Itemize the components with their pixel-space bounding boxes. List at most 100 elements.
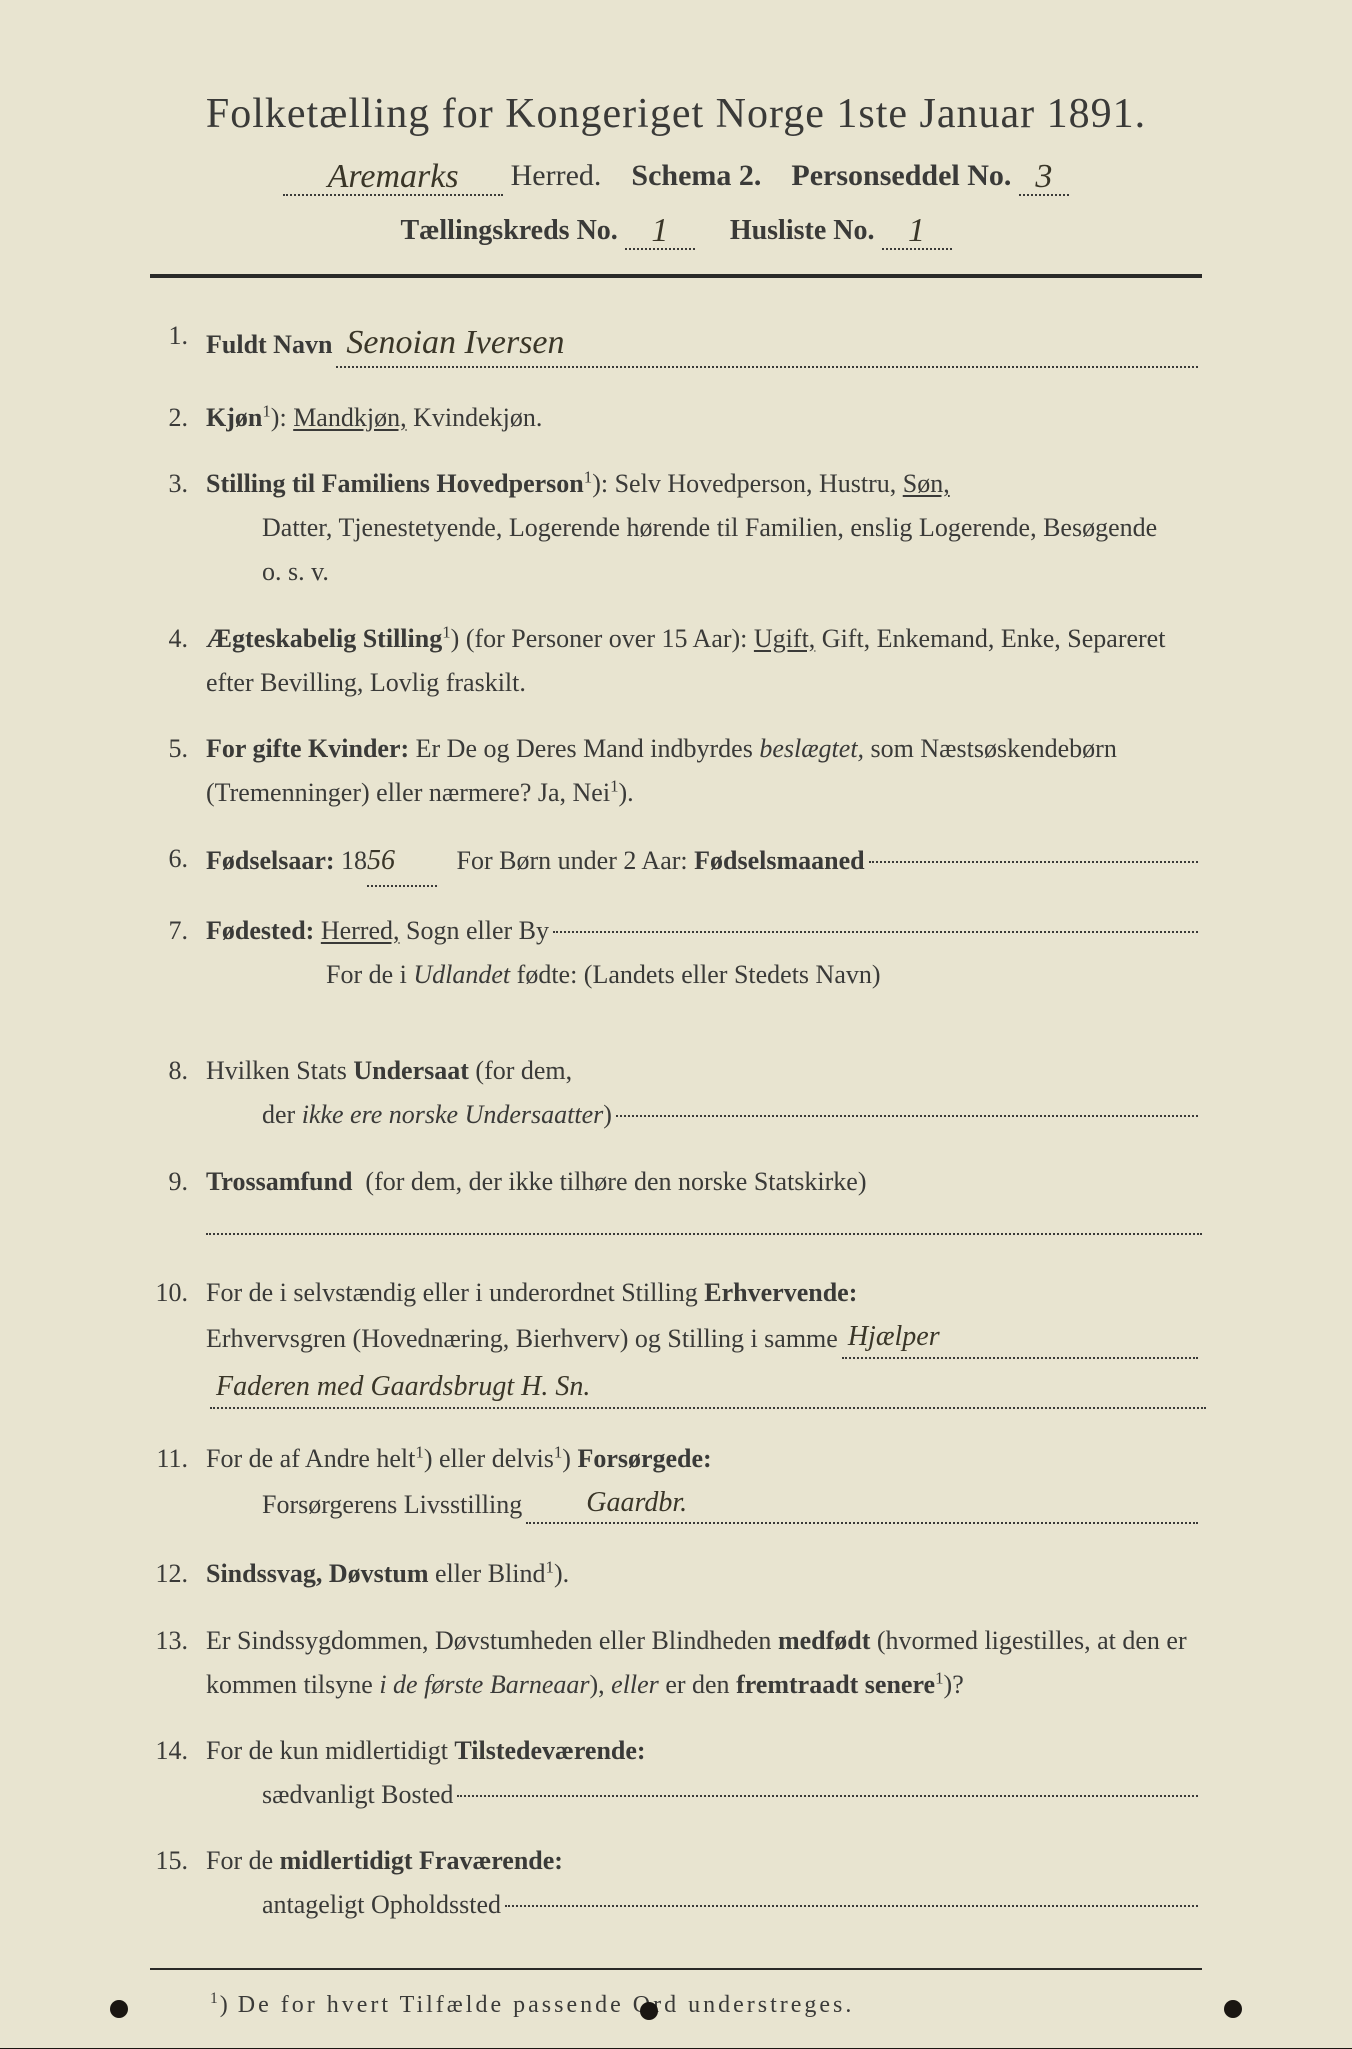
body-15: For de midlertidigt Fraværende: antageli… <box>206 1839 1202 1927</box>
num-14: 14. <box>150 1729 206 1817</box>
item-10: 10. For de i selvstændig eller i underor… <box>150 1271 1202 1414</box>
q13-sup: 1 <box>935 1668 943 1687</box>
punch-hole-left <box>110 2000 128 2018</box>
punch-hole-center <box>640 2002 658 2020</box>
husliste-field: 1 <box>882 210 952 250</box>
q6-dots <box>869 861 1198 863</box>
q1-label: Fuldt Navn <box>206 323 332 367</box>
q4-paren: (for Personer over 15 Aar): <box>466 624 748 653</box>
q13-text4: er den <box>665 1670 729 1699</box>
q9-dots <box>206 1204 1202 1235</box>
num-8: 8. <box>150 1049 206 1137</box>
kreds-field: 1 <box>625 210 695 250</box>
item-13: 13. Er Sindssygdommen, Døvstumheden elle… <box>150 1619 1202 1707</box>
q2-kvindekjon: Kvindekjøn. <box>413 403 542 432</box>
q13-bold2: fremtraadt senere <box>736 1670 935 1699</box>
q11-sup2: 1 <box>554 1442 562 1461</box>
husliste-value: 1 <box>908 212 925 249</box>
q5-text: Er De og Deres Mand indbyrdes <box>416 734 753 763</box>
header-line-2: Aremarks Herred. Schema 2. Personseddel … <box>150 156 1202 196</box>
num-7: 7. <box>150 909 206 997</box>
q7-dots <box>553 931 1198 933</box>
item-8: 8. Hvilken Stats Undersaat (for dem, der… <box>150 1049 1202 1137</box>
body-9: Trossamfund (for dem, der ikke tilhøre d… <box>206 1160 1202 1250</box>
q1-dots: Senoian Iversen <box>336 308 1198 368</box>
body-11: For de af Andre helt1) eller delvis1) Fo… <box>206 1437 1202 1531</box>
body-14: For de kun midlertidigt Tilstedeværende:… <box>206 1729 1202 1817</box>
item-6: 6. Fødselsaar: 1856 For Børn under 2 Aar… <box>150 837 1202 887</box>
q11-value: Gaardbr. <box>586 1487 687 1518</box>
num-2: 2. <box>150 396 206 440</box>
q4-label: Ægteskabelig Stilling <box>206 624 442 653</box>
body-8: Hvilken Stats Undersaat (for dem, der ik… <box>206 1049 1202 1137</box>
q14-bold: Tilstedeværende: <box>454 1736 645 1765</box>
item-15: 15. For de midlertidigt Fraværende: anta… <box>150 1839 1202 1927</box>
q10-text1: For de i selvstændig eller i underordnet… <box>206 1278 698 1307</box>
q1-value: Senoian Iversen <box>346 324 564 361</box>
q13-text1: Er Sindssygdommen, Døvstumheden eller Bl… <box>206 1626 771 1655</box>
q9-text: (for dem, der ikke tilhøre den norske St… <box>365 1167 866 1196</box>
q3-label: Stilling til Familiens Hovedperson <box>206 469 584 498</box>
q2-sup: 1 <box>262 401 270 420</box>
q3-sup: 1 <box>584 467 592 486</box>
num-13: 13. <box>150 1619 206 1707</box>
item-1: 1. Fuldt Navn Senoian Iversen <box>150 314 1202 374</box>
num-6: 6. <box>150 837 206 887</box>
herred-label: Herred. <box>511 159 602 192</box>
item-12: 12. Sindssvag, Døvstum eller Blind1). <box>150 1552 1202 1596</box>
q10-dots2: Faderen med Gaardsbrugt H. Sn. <box>210 1359 1206 1409</box>
punch-hole-right <box>1224 2000 1242 2018</box>
q8-text2: (for dem, <box>475 1056 572 1085</box>
item-3: 3. Stilling til Familiens Hovedperson1):… <box>150 462 1202 595</box>
q10-value2: Faderen med Gaardsbrugt H. Sn. <box>216 1371 590 1402</box>
body-5: For gifte Kvinder: Er De og Deres Mand i… <box>206 727 1202 815</box>
herred-field: Aremarks <box>283 156 503 196</box>
q15-dots <box>505 1905 1198 1907</box>
q6-label2: Fødselsmaaned <box>694 839 864 883</box>
q6-year-field: 56 <box>367 837 437 887</box>
q14-dots <box>457 1795 1198 1797</box>
q8-text3: der <box>262 1093 295 1137</box>
q8-italic: ikke ere norske Undersaatter <box>302 1093 604 1137</box>
q10-value1: Hjælper <box>848 1321 940 1352</box>
q12-text: eller Blind <box>435 1559 545 1588</box>
q11-dots: Gaardbr. <box>526 1475 1198 1525</box>
q10-dots1: Hjælper <box>842 1309 1198 1359</box>
q13-italic1: i de første Barneaar <box>379 1670 589 1699</box>
personseddel-label: Personseddel No. <box>791 159 1011 192</box>
q13-text3: ), <box>589 1670 604 1699</box>
num-5: 5. <box>150 727 206 815</box>
q8-text1: Hvilken Stats <box>206 1056 347 1085</box>
q11-text2: eller delvis <box>439 1444 554 1473</box>
spacer-7-8 <box>150 1019 1202 1049</box>
item-14: 14. For de kun midlertidigt Tilstedevære… <box>150 1729 1202 1817</box>
q7-text: Sogn eller By <box>406 909 549 953</box>
body-4: Ægteskabelig Stilling1) (for Personer ov… <box>206 617 1202 705</box>
body-10: For de i selvstændig eller i underordnet… <box>206 1271 1202 1414</box>
q4-sup: 1 <box>442 622 450 641</box>
item-7: 7. Fødested: Herred, Sogn eller By For d… <box>150 909 1202 997</box>
q15-text: For de <box>206 1846 273 1875</box>
body-12: Sindssvag, Døvstum eller Blind1). <box>206 1552 1202 1596</box>
q3-text3: o. s. v. <box>262 550 329 594</box>
footnote-text: De for hvert Tilfælde passende Ord under… <box>238 1992 855 2018</box>
q5-label: For gifte Kvinder: <box>206 734 409 763</box>
body-13: Er Sindssygdommen, Døvstumheden eller Bl… <box>206 1619 1202 1707</box>
q15-bold: midlertidigt Fraværende: <box>280 1846 563 1875</box>
header-line-3: Tællingskreds No. 1 Husliste No. 1 <box>150 210 1202 250</box>
q15-sub: antageligt Opholdssted <box>262 1883 501 1927</box>
personseddel-field: 3 <box>1019 156 1069 196</box>
item-5: 5. For gifte Kvinder: Er De og Deres Man… <box>150 727 1202 815</box>
body-1: Fuldt Navn Senoian Iversen <box>206 314 1202 374</box>
schema-label: Schema 2. <box>631 159 761 192</box>
main-title: Folketælling for Kongeriget Norge 1ste J… <box>150 90 1202 138</box>
q11-text1: For de af Andre helt <box>206 1444 415 1473</box>
q5-italic: beslægtet, <box>759 734 864 763</box>
q3-son: Søn, <box>903 469 950 498</box>
kreds-value: 1 <box>651 212 668 249</box>
body-3: Stilling til Familiens Hovedperson1): Se… <box>206 462 1202 595</box>
kreds-label: Tællingskreds No. <box>400 215 617 246</box>
body-2: Kjøn1): Mandkjøn, Kvindekjøn. <box>206 396 1202 440</box>
q8-bold: Undersaat <box>353 1056 469 1085</box>
footer-rule <box>150 1968 1202 1970</box>
